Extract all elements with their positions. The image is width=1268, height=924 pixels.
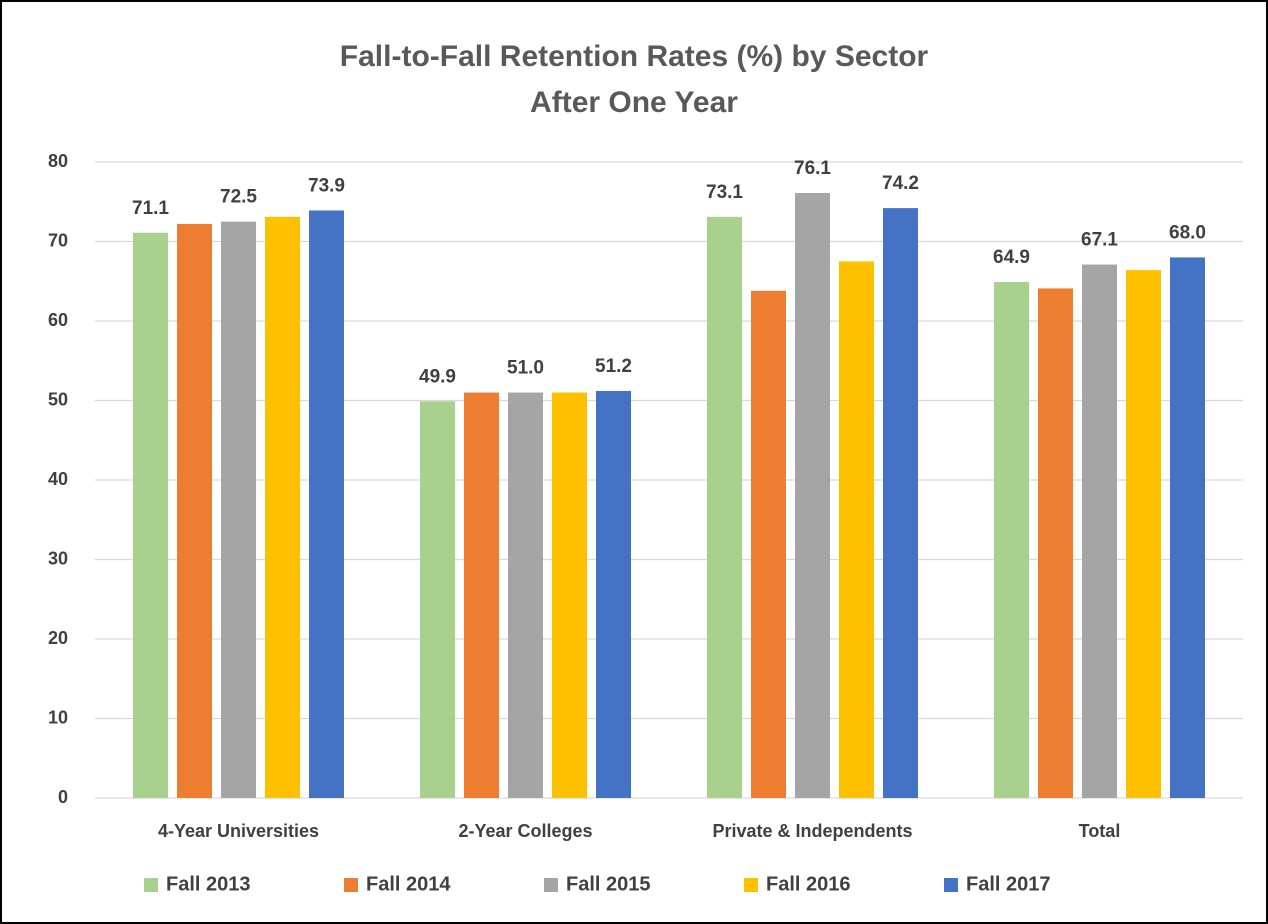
- bar: [309, 210, 344, 798]
- y-tick-label: 70: [48, 230, 68, 250]
- bar: [133, 232, 168, 798]
- bar: [795, 193, 830, 798]
- bar: [596, 390, 631, 798]
- y-tick-label: 0: [58, 787, 68, 807]
- legend-swatch: [744, 878, 758, 892]
- legend-swatch: [544, 878, 558, 892]
- data-label: 71.1: [132, 198, 169, 219]
- legend-swatch: [144, 878, 158, 892]
- legend-label: Fall 2015: [566, 873, 651, 895]
- bar: [707, 216, 742, 799]
- bar: [177, 224, 212, 798]
- data-label: 73.9: [308, 176, 345, 197]
- data-label: 64.9: [993, 247, 1030, 268]
- bar: [552, 392, 587, 798]
- x-tick-label: 2-Year Colleges: [458, 821, 592, 841]
- data-label: 51.0: [507, 358, 544, 379]
- bar: [464, 392, 499, 798]
- x-tick-label: Total: [1079, 821, 1121, 841]
- legend-swatch: [344, 878, 358, 892]
- data-label: 67.1: [1081, 230, 1118, 251]
- bar: [883, 208, 918, 799]
- bar: [1126, 270, 1161, 798]
- bar: [994, 282, 1029, 798]
- legend-label: Fall 2016: [766, 873, 851, 895]
- data-label: 51.2: [595, 356, 632, 377]
- y-tick-label: 30: [48, 548, 68, 568]
- legend-label: Fall 2014: [366, 873, 451, 895]
- bar: [1170, 257, 1205, 798]
- legend-swatch: [944, 878, 958, 892]
- legend-label: Fall 2017: [966, 873, 1051, 895]
- data-label: 49.9: [419, 366, 456, 387]
- data-label: 72.5: [220, 187, 257, 208]
- data-label: 68.0: [1169, 222, 1206, 243]
- y-tick-label: 40: [48, 469, 68, 489]
- data-label: 74.2: [882, 173, 919, 194]
- y-tick-label: 10: [48, 707, 68, 727]
- y-tick-label: 80: [48, 151, 68, 171]
- legend-label: Fall 2013: [166, 873, 251, 895]
- bar: [1038, 288, 1073, 798]
- bar: [1082, 264, 1117, 798]
- y-tick-label: 60: [48, 310, 68, 330]
- bar: [420, 401, 455, 798]
- bar: [751, 290, 786, 798]
- bar: [221, 221, 256, 798]
- y-tick-label: 20: [48, 628, 68, 648]
- data-label: 76.1: [794, 158, 831, 179]
- x-tick-label: 4-Year Universities: [158, 821, 319, 841]
- chart-title: Fall-to-Fall Retention Rates (%) by Sect…: [340, 40, 929, 73]
- bar: [265, 216, 300, 799]
- x-tick-label: Private & Independents: [712, 821, 912, 841]
- data-label: 73.1: [706, 182, 743, 203]
- bar: [508, 392, 543, 798]
- bar: [839, 261, 874, 798]
- chart-subtitle: After One Year: [530, 86, 738, 119]
- y-tick-label: 50: [48, 389, 68, 409]
